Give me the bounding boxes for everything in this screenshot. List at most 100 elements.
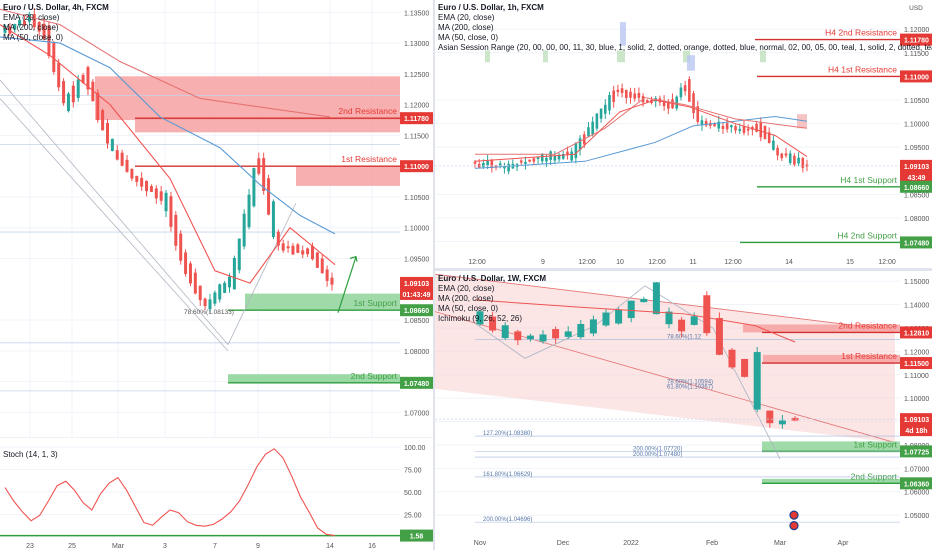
chart-1w-candle-body: [526, 335, 534, 340]
chart-4h-candle-body: [276, 231, 280, 246]
chart-4h-candle-body: [66, 93, 70, 112]
chart-1h-x-tick: 11: [689, 259, 696, 266]
chart-1h-candle-body: [536, 156, 540, 160]
chart-1h-y-tick: 1.10000: [904, 122, 929, 129]
chart-1w-y-tick: 1.06000: [904, 490, 929, 497]
price-badge: 1.07480: [904, 240, 929, 247]
fib-label: 200.00%(1.07720): [633, 446, 682, 452]
chart-4h-panel[interactable]: 2nd Resistance 1st Resistance 1st Support 2…: [0, 0, 433, 437]
chart-4h-candle-body: [32, 14, 36, 28]
fib-label: 127.20%(1.08380): [483, 431, 532, 437]
chart-1h-candle-body: [738, 128, 742, 131]
chart-1h-candle-body: [616, 89, 620, 93]
chart-4h-candle-body: [145, 180, 149, 192]
chart-1h-x-tick: 15: [846, 259, 854, 266]
chart-1h-svg[interactable]: H4 2nd Resistance H4 1st Resistance H4 1st…: [435, 0, 932, 268]
chart-4h-candle-body: [47, 25, 51, 57]
chart-1w-candle-body: [501, 325, 509, 339]
chart-1h-candle-body: [679, 87, 683, 98]
chart-1h-candle-body: [746, 128, 750, 131]
chart-4h-candle-body: [86, 67, 90, 90]
chart-4h-candle-body: [271, 201, 275, 238]
chart-1h-candle-body: [772, 140, 775, 150]
chart-1w-candle-body: [552, 329, 560, 339]
chart-1h-candle-body: [646, 100, 649, 103]
chart-1h-candle-body: [591, 121, 594, 135]
chart-1h-x-tick: 14: [785, 259, 793, 266]
level-label-2: 1st Support: [354, 298, 398, 308]
chart-4h-candle-body: [213, 292, 217, 304]
chart-1h-candle-body: [717, 121, 721, 129]
chart-4h-x-tick: 23: [26, 543, 34, 550]
chart-1w-candle-body: [615, 309, 623, 324]
chart-1w-panel[interactable]: 2nd Resistance 1st Resistance 1st Support 2…: [435, 271, 932, 550]
chart-1h-candle-body: [532, 158, 536, 162]
chart-4h-candle-body: [179, 233, 183, 261]
chart-4h-candle-body: [110, 138, 114, 151]
chart-1w-y-tick: 1.07000: [904, 466, 929, 473]
stoch-title: Stoch (14, 1, 3): [3, 450, 58, 459]
level-label-3: H4 2nd Support: [837, 230, 897, 240]
chart-1h-y-tick: 1.12000: [904, 27, 929, 34]
chart-4h-svg[interactable]: 2nd Resistance 1st Resistance 1st Support 2…: [0, 0, 433, 437]
price-badge: 43:49: [908, 175, 926, 182]
chart-1h-candle-body: [742, 125, 746, 133]
vertical-divider[interactable]: [433, 0, 435, 550]
chart-1w-svg[interactable]: 2nd Resistance 1st Resistance 1st Support 2…: [435, 271, 932, 550]
chart-1w-candle-body: [577, 324, 585, 338]
ema-line: [0, 24, 336, 284]
chart-1h-panel[interactable]: H4 2nd Resistance H4 1st Resistance H4 1st…: [435, 0, 932, 268]
chart-4h-candle-body: [135, 175, 139, 182]
horizontal-divider[interactable]: [435, 268, 932, 271]
chart-1w-candle-body: [665, 311, 673, 325]
chart-4h-x-tick: 7: [213, 543, 217, 550]
chart-1h-candle-body: [704, 120, 708, 126]
chart-1w-y-tick: 1.10000: [904, 396, 929, 403]
chart-1h-candle-body: [725, 123, 729, 130]
chart-1h-candle-body: [788, 153, 792, 163]
resistance-zone-upper: [95, 76, 400, 121]
chart-4h-candle-body: [140, 177, 144, 187]
channel-top: [435, 273, 896, 331]
level-label-3: 2nd Support: [851, 471, 898, 481]
chart-4h-y-tick: 1.13000: [404, 41, 429, 48]
fib-label: 200.00%(1.07480): [633, 452, 682, 458]
price-badge: 4d 18h: [905, 428, 927, 435]
chart-1w-x-tick: Feb: [706, 540, 718, 547]
chart-4h-y-tick: 1.13500: [404, 10, 429, 17]
chart-1h-candle-body: [595, 113, 599, 129]
chart-4h-candle-body: [184, 252, 188, 274]
chart-4h-candle-body: [218, 284, 222, 300]
fib-label: 200.00%(1.04696): [483, 517, 532, 523]
stoch-line: [4, 448, 336, 537]
chart-4h-candle-body: [154, 188, 158, 199]
chart-4h-y-tick: 1.08500: [404, 318, 429, 325]
chart-1w-legend: Euro / U.S. Dollar, 1W, FXCM EMA (20, cl…: [438, 274, 546, 324]
chart-1h-candle-body: [721, 125, 725, 130]
chart-4h-candle-body: [42, 23, 46, 39]
chart-4h-candle-body: [164, 192, 168, 212]
price-badge: 1.07480: [404, 381, 429, 388]
price-badge-bg: [900, 170, 932, 183]
price-badge: 1.11780: [404, 116, 429, 123]
price-badge-bg: [900, 424, 932, 437]
forecast-arrow: [337, 256, 357, 313]
chart-4h-candle-body: [52, 42, 56, 73]
stoch-panel[interactable]: 100.00 75.00 50.00 25.00 1.58 23 25 Mar 3 7 9 14 16 …: [0, 437, 433, 550]
chart-1w-x-tick: Dec: [557, 540, 570, 547]
chart-1h-x-tick: 12:00: [878, 259, 896, 266]
level-label-3: 2nd Support: [351, 371, 398, 381]
price-badge-bg: [900, 159, 932, 172]
ma50-line: [0, 36, 336, 235]
chart-4h-y-tick: 1.07000: [404, 410, 429, 417]
chart-1h-candle-body: [784, 153, 788, 156]
session-box: [683, 50, 690, 63]
price-badge-bg: [400, 112, 433, 125]
chart-1h-candle-body: [629, 91, 632, 98]
price-badge-bg: [900, 413, 932, 426]
support-zone-1st: [762, 441, 900, 452]
chart-4h-candle-body: [62, 81, 66, 104]
resistance-zone-1st: [763, 354, 900, 364]
resistance-zone-2nd: [135, 118, 400, 133]
stoch-svg[interactable]: 100.00 75.00 50.00 25.00 1.58 23 25 Mar 3 7 9 14 16: [0, 437, 433, 550]
